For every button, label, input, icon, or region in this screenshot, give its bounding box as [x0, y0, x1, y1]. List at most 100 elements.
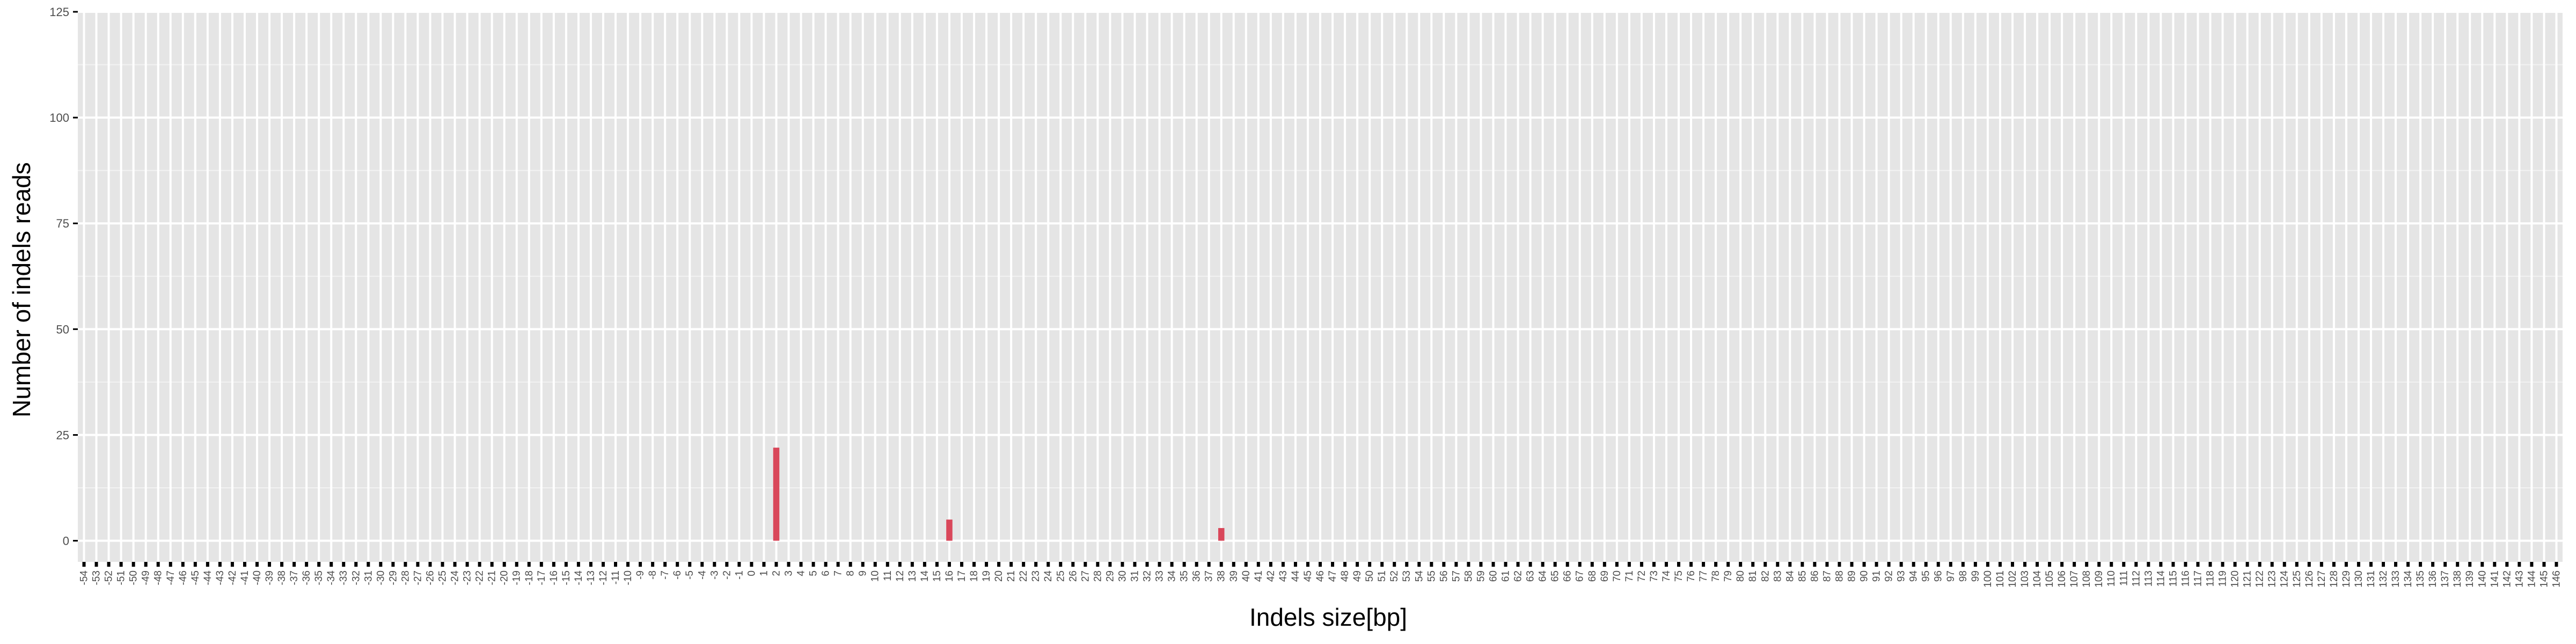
x-tick-label: 48: [1340, 570, 1351, 582]
x-tick-label: 0: [746, 570, 757, 576]
x-tick-label: -10: [623, 570, 634, 585]
x-tick-label: 141: [2489, 570, 2500, 588]
x-tick-label: 77: [1698, 570, 1709, 582]
x-tick-label: 116: [2180, 570, 2191, 587]
x-tick-label: -30: [375, 570, 386, 585]
x-tick-label: 71: [1624, 570, 1635, 582]
x-tick-label: 52: [1389, 570, 1400, 582]
x-tick-label: 131: [2366, 570, 2377, 588]
x-tick-label: 83: [1772, 570, 1783, 582]
x-tick-label: 37: [1204, 570, 1215, 582]
x-tick-label: 23: [1030, 570, 1042, 582]
x-tick-label: 130: [2353, 570, 2365, 588]
x-tick-label: 40: [1241, 570, 1252, 582]
x-tick-label: -43: [215, 570, 226, 585]
x-tick-label: 27: [1080, 570, 1091, 582]
x-tick-label: 56: [1438, 570, 1450, 582]
bar-38: [1218, 528, 1225, 541]
x-tick-label: 50: [1364, 570, 1375, 582]
x-tick-label: 128: [2329, 570, 2340, 588]
bar-16: [946, 519, 953, 541]
x-tick-label: -9: [635, 570, 646, 580]
bar-2: [773, 448, 780, 541]
x-tick-label: 124: [2279, 570, 2290, 588]
x-tick-label: -23: [462, 570, 473, 585]
x-tick-label: 90: [1859, 570, 1870, 582]
x-axis: -54 -53 -52 -51 -50 -49 -48 -47 -46 -45 -44 -43 -42-…: [79, 562, 2562, 588]
x-tick-label: 86: [1809, 570, 1820, 582]
x-tick-label: -40: [252, 570, 263, 585]
x-tick-label: -47: [165, 570, 177, 585]
x-tick-label: -24: [450, 570, 461, 586]
x-tick-label: 36: [1191, 570, 1203, 582]
x-tick-label: -44: [202, 570, 214, 586]
x-tick-label: 20: [993, 570, 1005, 582]
x-tick-label: 123: [2267, 570, 2278, 588]
x-tick-label: 133: [2390, 570, 2402, 588]
x-tick-label: 19: [981, 570, 992, 582]
x-tick-label: 1: [758, 570, 770, 576]
x-tick-label: 25: [1055, 570, 1066, 582]
x-tick-label: 5: [808, 570, 819, 576]
bars: [773, 448, 1225, 541]
x-tick-label: 88: [1834, 570, 1845, 582]
x-tick-label: 38: [1216, 570, 1227, 582]
x-tick-label: 132: [2378, 570, 2389, 588]
x-tick-label: 18: [969, 570, 980, 582]
x-tick-label: 11: [882, 570, 894, 581]
x-tick-label: -7: [660, 570, 671, 580]
x-tick-label: -19: [511, 570, 523, 585]
x-tick-label: -48: [153, 570, 164, 585]
x-tick-label: 121: [2242, 570, 2253, 588]
x-tick-label: 45: [1302, 570, 1314, 582]
x-tick-label: -54: [79, 570, 90, 586]
x-tick-label: 47: [1327, 570, 1338, 582]
x-tick-label: 87: [1821, 570, 1833, 582]
x-tick-label: 113: [2143, 570, 2154, 587]
x-tick-label: -32: [350, 570, 362, 585]
x-tick-label: -37: [289, 570, 300, 585]
x-tick-label: -41: [239, 570, 251, 585]
x-tick-label: 54: [1414, 570, 1425, 582]
x-tick-label: 41: [1253, 570, 1264, 582]
x-tick-label: 95: [1921, 570, 1932, 582]
x-tick-label: 35: [1179, 570, 1190, 582]
x-tick-label: 89: [1846, 570, 1857, 582]
x-tick-label: -27: [412, 570, 423, 585]
x-tick-label: 105: [2044, 570, 2055, 588]
x-tick-label: -36: [301, 570, 312, 585]
x-tick-label: 140: [2477, 570, 2488, 588]
x-tick-label: 2: [771, 570, 782, 576]
x-tick-label: -52: [104, 570, 115, 585]
x-tick-label: 68: [1587, 570, 1598, 582]
x-tick-label: 115: [2168, 570, 2179, 587]
x-tick-label: -25: [437, 570, 449, 585]
x-tick-label: -35: [313, 570, 325, 585]
x-tick-label: -14: [573, 570, 584, 586]
x-tick-label: 92: [1884, 570, 1895, 582]
x-tick-label: 118: [2205, 570, 2216, 587]
x-tick-label: 57: [1451, 570, 1462, 582]
x-tick-label: 139: [2464, 570, 2476, 588]
x-tick-label: -49: [141, 570, 152, 585]
x-tick-label: -31: [363, 570, 374, 585]
x-tick-label: 12: [895, 570, 906, 582]
x-tick-label: 99: [1970, 570, 1981, 582]
x-tick-label: 28: [1092, 570, 1103, 582]
x-tick-label: 82: [1760, 570, 1771, 582]
x-tick-label: 98: [1958, 570, 1969, 582]
x-tick-label: 125: [2292, 570, 2303, 588]
y-tick-label: 125: [49, 5, 69, 19]
x-tick-label: -50: [128, 570, 140, 585]
x-tick-label: 26: [1067, 570, 1079, 582]
x-tick-label: 29: [1104, 570, 1116, 582]
major-gridlines-y: [78, 11, 2563, 542]
x-tick-label: 84: [1784, 570, 1796, 582]
x-tick-label: 135: [2415, 570, 2426, 588]
x-tick-label: 58: [1463, 570, 1474, 582]
x-tick-label: 34: [1167, 570, 1178, 582]
x-tick-label: -3: [709, 570, 720, 580]
x-tick-label: 142: [2501, 570, 2513, 588]
x-tick-label: 112: [2131, 570, 2142, 587]
x-tick-label: 44: [1290, 570, 1301, 582]
